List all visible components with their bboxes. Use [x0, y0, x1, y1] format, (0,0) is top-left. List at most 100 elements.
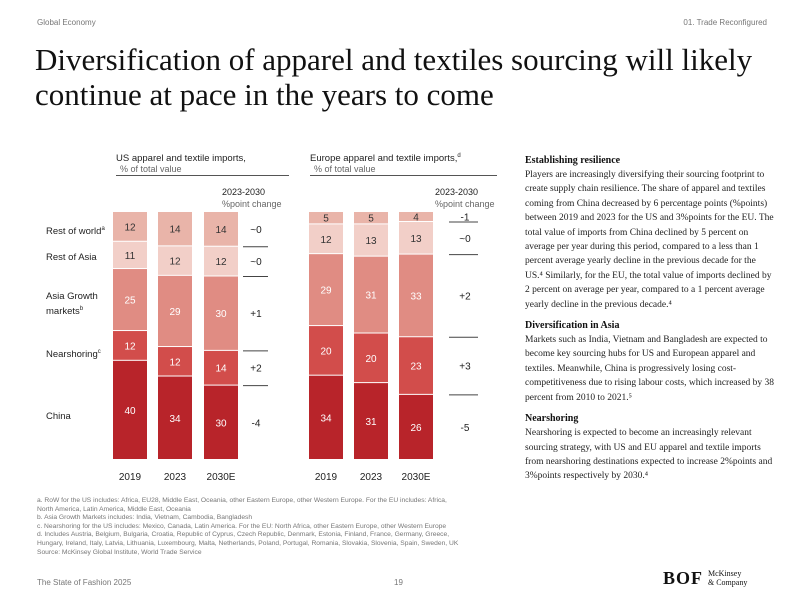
us-bar-2019-3 [113, 241, 147, 269]
us-change-header-years: 2023-2030 [222, 187, 266, 197]
eu-value-label: 26 [410, 423, 422, 434]
section-heading: Nearshoring [525, 413, 579, 425]
us-category-label: 2023 [164, 472, 187, 483]
eu-value-label: 23 [410, 362, 422, 373]
eu-bar-2023-4 [354, 212, 388, 224]
section-body: Markets such as India, Vietnam and Bangl… [525, 335, 775, 403]
us-value-label: 40 [124, 406, 136, 417]
us-value-label: 25 [124, 296, 136, 307]
eu-change-label: ~0 [459, 234, 471, 245]
us-change-header: 2023-2030 %point change [222, 186, 282, 210]
mckinsey-logo: McKinsey & Company [708, 569, 748, 587]
eu-value-label: 34 [320, 413, 332, 424]
section-resilience: Establishing resilience Players are incr… [525, 155, 775, 312]
us-bar-2030E-3 [204, 246, 238, 276]
us-value-label: 29 [169, 307, 181, 318]
us-bar-2023-2 [158, 275, 192, 347]
eu-bar-2030E-3 [399, 222, 433, 254]
us-bar-2030E-1 [204, 350, 238, 385]
section-heading: Establishing resilience [525, 155, 621, 166]
row-label-china: China [46, 411, 71, 422]
eu-value-label: 20 [320, 346, 332, 357]
section-diversification: Diversification in Asia Markets such as … [525, 320, 775, 405]
us-value-label: 30 [215, 418, 227, 429]
us-chart-header: US apparel and textile imports, % of tot… [116, 153, 289, 176]
eu-value-label: 31 [365, 291, 377, 302]
footnote-line: d. Includes Austria, Belgium, Bulgaria, … [37, 531, 450, 539]
eu-chart-title: Europe apparel and textile imports,d [310, 153, 461, 165]
us-value-label: 11 [125, 251, 136, 262]
eu-change-header-unit: %point change [435, 199, 495, 209]
us-change-label: +2 [250, 364, 262, 375]
eu-bar-2019-0 [309, 375, 343, 459]
us-category-label: 2030E [207, 472, 236, 483]
eu-value-label: 4 [413, 213, 419, 224]
eu-category-label: 2030E [402, 472, 431, 483]
eu-category-label: 2019 [315, 472, 338, 483]
section-label: Global Economy [37, 18, 96, 27]
us-change-label: ~0 [250, 257, 262, 268]
eu-value-label: 13 [365, 236, 377, 247]
eu-change-label: -1 [461, 213, 470, 224]
row-label-asia-growth: Asia Growth marketsb [46, 291, 98, 318]
eu-value-label: 12 [320, 235, 332, 246]
eu-change-header: 2023-2030 %point change [435, 186, 495, 210]
eu-bar-2030E-0 [399, 394, 433, 459]
eu-value-label: 33 [410, 291, 422, 302]
us-bar-2019-0 [113, 360, 147, 459]
eu-chart-header: Europe apparel and textile imports,d % o… [310, 153, 497, 177]
us-bar-2023-0 [158, 376, 192, 459]
eu-bar-2019-4 [309, 212, 343, 224]
row-label-rest-of-asia: Rest of Asia [46, 252, 97, 263]
section-heading: Diversification in Asia [525, 320, 620, 332]
eu-change-header-years: 2023-2030 [435, 187, 479, 197]
us-value-label: 30 [215, 309, 227, 320]
footnote-line: b. Asia Growth Markets includes: India, … [37, 514, 253, 522]
eu-change-label: +2 [459, 291, 471, 302]
section-body: Players are increasingly diversifying th… [525, 170, 774, 310]
row-label-nearshoring: Nearshoringc [46, 349, 101, 361]
us-value-label: 12 [124, 341, 136, 352]
us-change-label: -4 [252, 418, 261, 429]
eu-value-label: 5 [323, 214, 329, 225]
eu-bar-2019-3 [309, 224, 343, 254]
section-nearshoring: Nearshoring Nearshoring is expected to b… [525, 413, 775, 484]
footnote-line: c. Nearshoring for the US includes: Mexi… [37, 522, 447, 530]
eu-value-label: 31 [365, 417, 377, 428]
us-chart-title: US apparel and textile imports, [116, 153, 246, 164]
eu-bar-2030E-1 [399, 337, 433, 394]
us-value-label: 12 [169, 357, 181, 368]
bof-logo: BOF [663, 568, 704, 588]
page-number: 19 [394, 578, 403, 587]
us-value-label: 14 [169, 225, 181, 236]
eu-change-label: +3 [459, 362, 471, 373]
eu-bar-2023-0 [354, 383, 388, 459]
us-value-label: 14 [215, 364, 227, 375]
us-bar-2023-4 [158, 212, 192, 246]
us-value-label: 12 [169, 257, 181, 268]
eu-value-label: 29 [320, 286, 332, 297]
us-bar-2030E-2 [204, 276, 238, 350]
footnotes: a. RoW for the US includes: Africa, EU28… [37, 497, 507, 557]
eu-category-label: 2023 [360, 472, 383, 483]
footnote-line: Hungary, Ireland, Italy, Latvia, Lithuan… [37, 539, 459, 547]
chapter-label: 01. Trade Reconfigured [683, 18, 767, 27]
commentary-column: Establishing resilience Players are incr… [525, 155, 775, 492]
section-body: Nearshoring is expected to become an inc… [525, 428, 773, 482]
us-bar-2030E-4 [204, 212, 238, 246]
us-bar-2023-1 [158, 347, 192, 376]
eu-change-label: -5 [461, 423, 470, 434]
footnote-source: Source: McKinsey Global Institute, World… [37, 548, 202, 556]
footnote-line: North America, Latin America, Middle Eas… [37, 505, 191, 513]
us-value-label: 12 [124, 222, 136, 233]
eu-bar-2019-2 [309, 254, 343, 326]
us-change-label: +1 [250, 309, 262, 320]
eu-bar-2030E-2 [399, 254, 433, 337]
us-value-label: 14 [215, 225, 227, 236]
eu-chart-subtitle: % of total value [314, 164, 376, 175]
eu-value-label: 20 [365, 354, 377, 365]
us-change-header-unit: %point change [222, 199, 282, 209]
publication-name: The State of Fashion 2025 [37, 578, 132, 587]
us-value-label: 34 [169, 414, 181, 425]
